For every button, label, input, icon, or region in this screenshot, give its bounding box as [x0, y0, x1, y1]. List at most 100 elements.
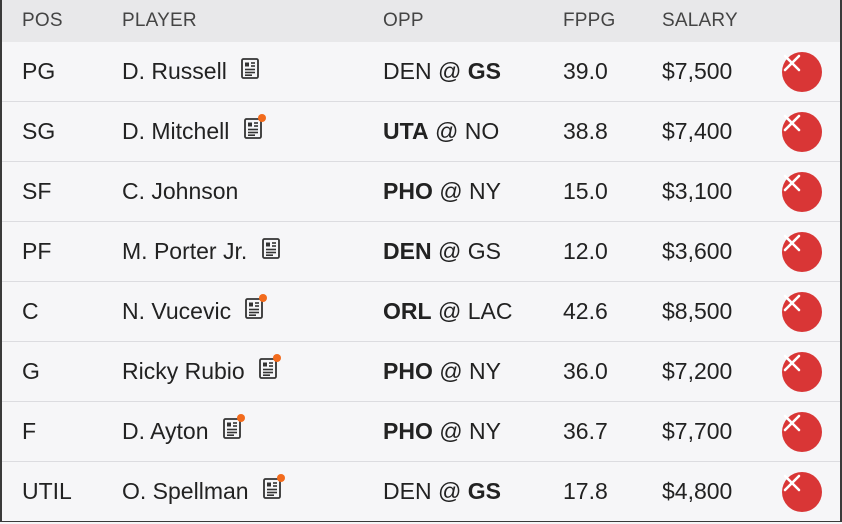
salary-value: $8,500	[662, 298, 733, 324]
news-alert-dot	[257, 114, 266, 122]
remove-player-icon	[783, 474, 801, 491]
lineup-row: G Ricky Rubio PHO @ NY 36.0 $7	[2, 341, 840, 401]
opponent-matchup: DEN @ GS	[383, 238, 501, 265]
player-name[interactable]: M. Porter Jr.	[122, 238, 248, 264]
home-team: GS	[467, 478, 501, 504]
player-news-icon[interactable]	[259, 354, 282, 379]
remove-player-button[interactable]	[782, 351, 822, 392]
opponent-matchup: PHO @ NY	[383, 178, 501, 205]
fppg-value: 38.8	[563, 118, 608, 144]
remove-player-button[interactable]	[782, 111, 822, 152]
position-label: UTIL	[22, 478, 72, 504]
at-symbol: @	[434, 118, 459, 144]
opponent-matchup: ORL @ LAC	[383, 298, 512, 325]
salary-value: $7,400	[662, 118, 733, 144]
player-cell: O. Spellman	[122, 474, 285, 505]
home-team: NY	[468, 178, 501, 204]
salary-value: $3,600	[662, 238, 733, 264]
fppg-value: 12.0	[563, 238, 608, 264]
salary-value: $4,800	[662, 478, 733, 504]
remove-player-icon	[783, 354, 801, 371]
player-news-icon[interactable]	[245, 294, 268, 319]
player-cell: D. Ayton	[122, 414, 245, 445]
position-label: PF	[22, 238, 52, 264]
table-header: POS PLAYER OPP FPPG SALARY	[2, 0, 840, 42]
salary-value: $7,700	[662, 418, 733, 444]
salary-value: $7,500	[662, 58, 733, 84]
lineup-rows: PG D. Russell DEN @ GS 39.0 $7	[2, 42, 840, 521]
at-symbol: @	[439, 358, 463, 384]
away-team: ORL	[383, 298, 432, 324]
at-symbol: @	[437, 478, 462, 504]
player-news-icon[interactable]	[243, 114, 266, 139]
fppg-value: 36.0	[563, 358, 608, 384]
remove-player-button[interactable]	[782, 291, 822, 332]
home-team: GS	[467, 238, 501, 264]
lineup-row: SF C. Johnson PHO @ NY 15.0 $3,100	[2, 161, 840, 221]
player-name[interactable]: N. Vucevic	[122, 298, 232, 324]
fppg-value: 17.8	[563, 478, 608, 504]
player-news-icon[interactable]	[241, 58, 260, 79]
player-cell: M. Porter Jr.	[122, 238, 280, 265]
news-alert-dot	[236, 414, 245, 422]
home-team: LAC	[467, 298, 513, 324]
at-symbol: @	[439, 418, 463, 444]
player-news-icon[interactable]	[263, 474, 285, 499]
fppg-value: 15.0	[563, 178, 608, 204]
away-team: DEN	[383, 478, 432, 504]
home-team: NY	[468, 418, 501, 444]
opponent-matchup: PHO @ NY	[383, 418, 501, 445]
home-team: GS	[467, 58, 501, 84]
lineup-row: PG D. Russell DEN @ GS 39.0 $7	[2, 42, 840, 101]
remove-player-icon	[783, 414, 801, 431]
remove-player-icon	[783, 114, 801, 131]
fppg-value: 36.7	[563, 418, 608, 444]
remove-player-icon	[783, 174, 801, 191]
player-name[interactable]: D. Ayton	[122, 418, 209, 444]
lineup-row: F D. Ayton PHO @ NY 36.7 $7,70	[2, 401, 840, 461]
header-pos: POS	[22, 10, 63, 31]
player-cell: N. Vucevic	[122, 294, 268, 325]
header-player: PLAYER	[122, 10, 197, 31]
lineup-row: PF M. Porter Jr. DEN @ GS 12.0	[2, 221, 840, 281]
remove-player-button[interactable]	[782, 51, 822, 92]
remove-player-button[interactable]	[782, 231, 822, 272]
player-name[interactable]: D. Mitchell	[122, 118, 230, 144]
news-alert-dot	[276, 474, 285, 482]
player-cell: D. Mitchell	[122, 114, 266, 145]
away-team: DEN	[383, 238, 432, 264]
at-symbol: @	[437, 298, 462, 324]
position-label: G	[22, 358, 40, 384]
at-symbol: @	[437, 238, 462, 264]
position-label: SG	[22, 118, 56, 144]
position-label: SF	[22, 178, 52, 204]
header-fppg: FPPG	[563, 10, 616, 31]
remove-player-button[interactable]	[782, 171, 822, 212]
header-opp: OPP	[383, 10, 424, 31]
player-news-icon[interactable]	[261, 238, 280, 259]
remove-player-icon	[783, 294, 801, 311]
remove-player-icon	[783, 54, 801, 71]
remove-player-button[interactable]	[782, 411, 822, 452]
opponent-matchup: DEN @ GS	[383, 58, 501, 85]
player-news-icon[interactable]	[223, 414, 245, 439]
position-label: PG	[22, 58, 56, 84]
remove-player-button[interactable]	[782, 471, 822, 512]
position-label: F	[22, 418, 37, 444]
lineup-row: UTIL O. Spellman DEN @ GS 17.8	[2, 461, 840, 521]
player-name[interactable]: C. Johnson	[122, 178, 239, 204]
away-team: PHO	[383, 178, 433, 204]
away-team: DEN	[383, 58, 432, 84]
news-alert-dot	[259, 294, 268, 302]
header-salary: SALARY	[662, 10, 738, 31]
opponent-matchup: UTA @ NO	[383, 118, 499, 145]
away-team: UTA	[383, 118, 429, 144]
news-alert-dot	[273, 354, 282, 362]
lineup-row: SG D. Mitchell UTA @ NO 38.8 $	[2, 101, 840, 161]
lineup-row: C N. Vucevic ORL @ LAC 42.6 $8	[2, 281, 840, 341]
player-name[interactable]: D. Russell	[122, 58, 227, 84]
remove-player-icon	[783, 234, 801, 251]
player-name[interactable]: O. Spellman	[122, 478, 249, 504]
player-name[interactable]: Ricky Rubio	[122, 358, 245, 384]
